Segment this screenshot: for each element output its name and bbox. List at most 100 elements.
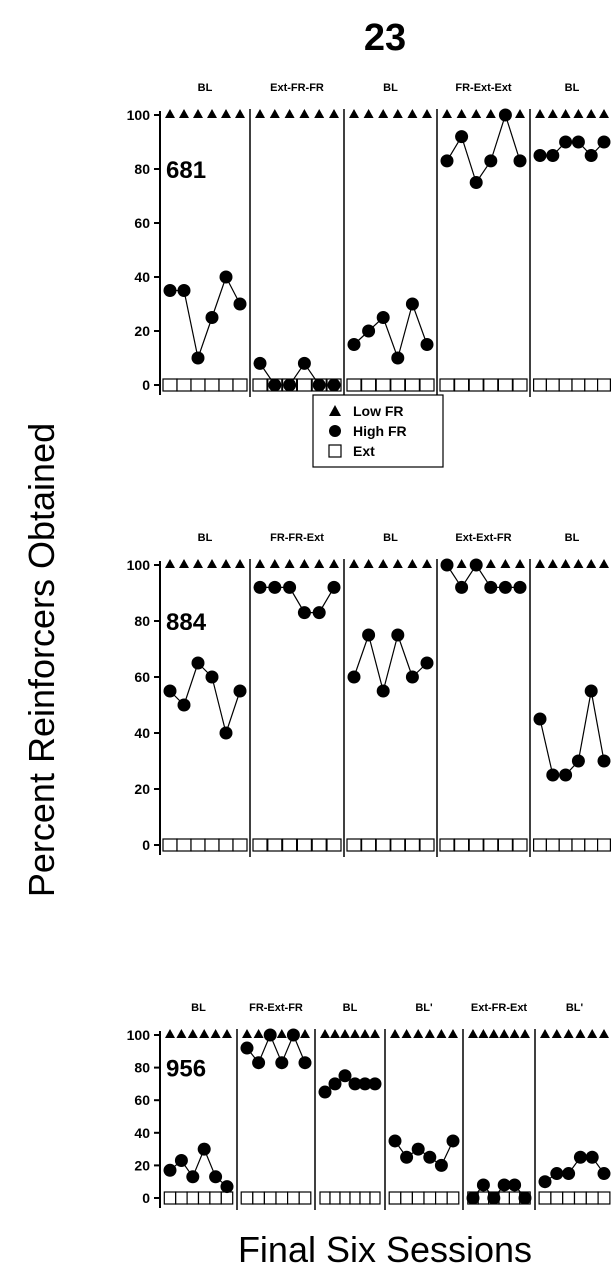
condition-label: BL bbox=[383, 532, 398, 544]
legend-label: Ext bbox=[353, 443, 375, 459]
low-fr-point bbox=[370, 1029, 380, 1038]
low-fr-point bbox=[179, 109, 189, 118]
high-fr-point bbox=[347, 338, 361, 351]
ext-point bbox=[390, 378, 406, 392]
high-fr-point bbox=[338, 1069, 352, 1083]
high-fr-point bbox=[573, 1150, 587, 1164]
high-fr-point bbox=[376, 684, 390, 698]
high-fr-point bbox=[163, 1163, 177, 1177]
condition-label: BL bbox=[383, 82, 398, 94]
low-fr-point bbox=[442, 559, 452, 568]
low-fr-point bbox=[456, 109, 467, 118]
ext-point bbox=[454, 378, 470, 392]
low-fr-point bbox=[515, 559, 525, 568]
ext-point bbox=[282, 838, 298, 852]
y-tick-label: 40 bbox=[134, 725, 150, 741]
high-fr-point bbox=[186, 1170, 200, 1184]
ext-point bbox=[483, 838, 499, 852]
high-fr-point bbox=[209, 1170, 223, 1184]
high-fr-point bbox=[411, 1142, 425, 1156]
high-fr-point bbox=[513, 580, 527, 594]
high-fr-point bbox=[253, 580, 267, 594]
low-fr-point bbox=[269, 109, 280, 118]
low-fr-point bbox=[284, 559, 295, 568]
ext-point bbox=[597, 1191, 611, 1205]
ext-point bbox=[468, 378, 484, 392]
ext-point bbox=[311, 838, 327, 852]
condition-3: BL bbox=[314, 1002, 382, 1210]
low-fr-point bbox=[422, 109, 432, 118]
low-fr-point bbox=[471, 109, 482, 118]
high-fr-point bbox=[571, 135, 585, 149]
condition-label: BL bbox=[198, 532, 213, 544]
ext-point bbox=[585, 1191, 599, 1205]
high-fr-point bbox=[533, 712, 547, 726]
condition-1: BL bbox=[163, 1002, 234, 1205]
ext-point bbox=[232, 378, 248, 392]
high-fr-point bbox=[550, 1167, 564, 1181]
high-fr-point bbox=[358, 1077, 372, 1091]
ext-point bbox=[186, 1191, 200, 1205]
low-fr-point bbox=[413, 1029, 424, 1038]
high-fr-point bbox=[362, 628, 376, 642]
condition-label: BL' bbox=[415, 1002, 433, 1014]
ext-point bbox=[175, 1191, 188, 1205]
ext-point bbox=[263, 1191, 277, 1205]
high-fr-point bbox=[368, 1077, 382, 1091]
low-fr-point bbox=[563, 1029, 574, 1038]
low-fr-point bbox=[235, 109, 245, 118]
ext-point bbox=[532, 378, 547, 392]
low-fr-point bbox=[207, 109, 217, 118]
low-fr-point bbox=[407, 559, 418, 568]
high-fr-point bbox=[405, 670, 419, 684]
low-fr-point bbox=[265, 1029, 276, 1038]
y-tick-label: 20 bbox=[134, 323, 150, 339]
ext-point bbox=[512, 378, 528, 392]
high-fr-point bbox=[440, 154, 454, 168]
ext-point bbox=[369, 1191, 381, 1205]
condition-5: BL bbox=[529, 532, 611, 857]
low-fr-point bbox=[299, 109, 310, 118]
high-fr-point bbox=[283, 580, 297, 594]
subject-label: 884 bbox=[166, 609, 207, 636]
ext-point bbox=[209, 1191, 222, 1205]
high-fr-point bbox=[191, 656, 205, 670]
high-fr-point bbox=[466, 1191, 480, 1205]
high-fr-point bbox=[163, 284, 177, 297]
high-fr-point bbox=[546, 149, 560, 162]
low-fr-point bbox=[179, 559, 189, 568]
ext-point bbox=[400, 1191, 413, 1205]
low-fr-point bbox=[276, 1029, 287, 1038]
high-fr-point bbox=[391, 628, 405, 642]
high-fr-point bbox=[423, 1150, 437, 1164]
high-fr-point bbox=[434, 1158, 448, 1172]
low-fr-point bbox=[422, 559, 432, 568]
high-fr-point bbox=[191, 351, 205, 365]
low-fr-point bbox=[349, 109, 359, 118]
low-fr-point bbox=[471, 559, 482, 568]
panel-956: 0 20 40 60 80 100 956 BL FR-Ext-FR BL BL' Ext-FR-Ex… bbox=[127, 1002, 611, 1210]
condition-label: BL' bbox=[566, 1002, 584, 1014]
high-fr-point bbox=[268, 580, 282, 594]
high-fr-point bbox=[388, 1134, 402, 1148]
ext-point bbox=[419, 838, 435, 852]
ext-point bbox=[252, 378, 268, 392]
low-fr-point bbox=[401, 1029, 412, 1038]
ext-point bbox=[558, 378, 573, 392]
ext-point bbox=[339, 1191, 351, 1205]
y-tick-label: 100 bbox=[127, 1027, 151, 1043]
y-tick-label: 0 bbox=[142, 377, 150, 393]
low-fr-point bbox=[193, 109, 203, 118]
high-fr-line bbox=[353, 632, 428, 694]
condition-label: Ext-Ext-FR bbox=[455, 532, 511, 544]
condition-4: Ext-Ext-FR bbox=[436, 532, 528, 857]
high-fr-point bbox=[559, 768, 573, 782]
high-fr-point bbox=[252, 1056, 266, 1070]
low-fr-point bbox=[560, 559, 571, 568]
high-fr-point bbox=[177, 698, 191, 712]
ext-point bbox=[346, 838, 362, 852]
high-fr-point bbox=[174, 1154, 188, 1168]
condition-1: BL bbox=[162, 82, 248, 392]
low-fr-point bbox=[300, 1029, 310, 1038]
